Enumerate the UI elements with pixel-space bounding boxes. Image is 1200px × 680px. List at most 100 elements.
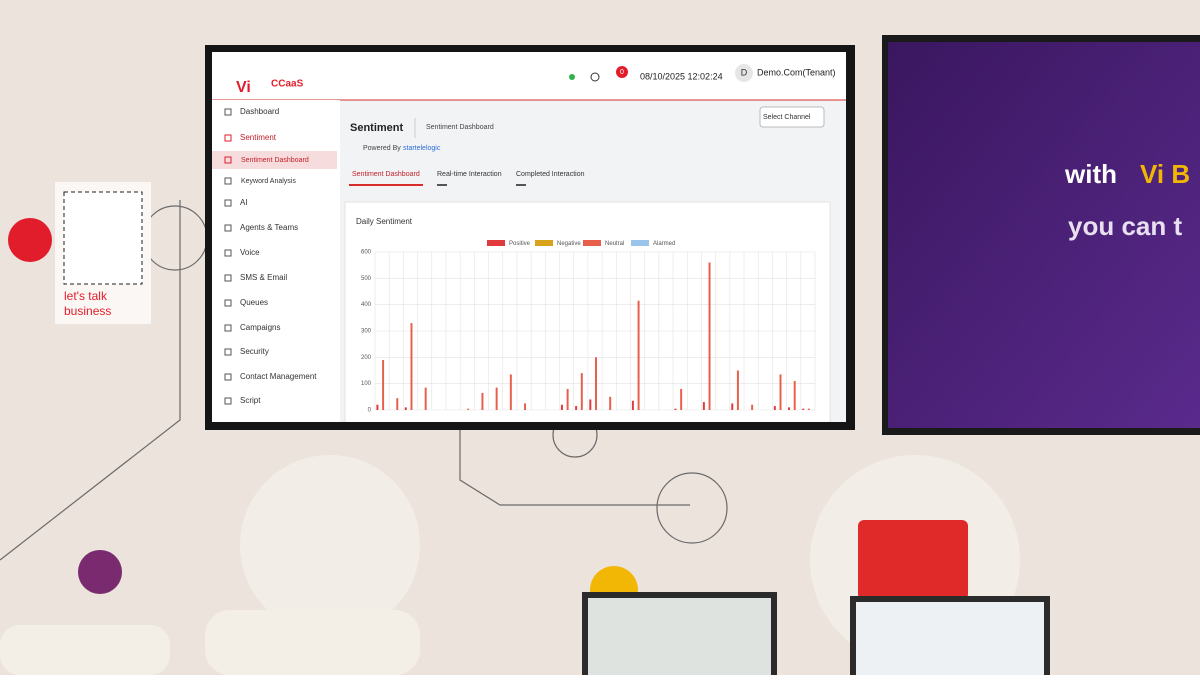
tenant-name[interactable]: Demo.Com(Tenant) [757,67,836,77]
bar [495,387,498,410]
bar [807,408,810,410]
tab[interactable]: Completed Interaction [516,171,585,178]
sidebar-item[interactable]: AI [240,198,248,207]
bar [736,370,739,410]
tab-underline [349,184,423,186]
help-icon[interactable] [590,72,600,82]
legend-label[interactable]: Alarmed [653,241,675,247]
bar [802,408,805,410]
legend-swatch[interactable] [535,240,553,246]
sidebar-item[interactable]: Queues [240,298,268,307]
sidebar-item[interactable]: Dashboard [240,107,279,116]
bar [396,398,399,410]
sidebar-item[interactable]: Voice [240,248,260,257]
bar [382,359,385,410]
poster-line: let's talk [64,289,108,303]
display-text: with [1064,159,1117,189]
bar [793,381,796,410]
bar [404,407,407,410]
sidebar-icon [224,397,232,405]
chair [205,610,420,675]
legend-swatch[interactable] [631,240,649,246]
chart-title: Daily Sentiment [356,217,413,226]
sidebar-item[interactable]: Script [240,396,261,405]
y-tick-label: 0 [368,408,372,414]
bar [589,399,592,410]
display-text: you can t [1068,211,1182,241]
y-tick-label: 300 [361,329,372,335]
sidebar-item[interactable]: Contact Management [240,372,317,381]
bar [595,357,597,410]
legend-label[interactable]: Positive [509,241,531,247]
logo: Vi [236,79,251,96]
laptop-screen [588,598,771,675]
bar [481,392,484,410]
status-icon [569,74,575,80]
dot [78,550,122,594]
tab[interactable]: Sentiment Dashboard [352,171,420,178]
bar [788,407,791,410]
bar [575,406,578,410]
laptop-screen [856,602,1044,675]
bar [773,406,776,410]
bar [751,404,754,410]
poster-line: business [64,304,111,318]
sidebar-active [212,151,337,169]
tab-underline [437,184,447,186]
sidebar-icon [224,348,232,356]
legend-label[interactable]: Neutral [605,241,624,247]
sidebar-item[interactable]: Security [240,347,269,356]
breadcrumb: Sentiment Dashboard [426,124,494,131]
legend-swatch[interactable] [487,240,505,246]
y-tick-label: 100 [361,381,372,387]
legend-label[interactable]: Negative [557,241,581,247]
sidebar-item[interactable]: Keyword Analysis [241,178,296,185]
y-tick-label: 200 [361,355,372,361]
bar [410,323,413,410]
sidebar-item[interactable]: Agents & Teams [240,223,298,232]
chart-card [344,201,831,422]
sidebar-icon [224,324,232,332]
sidebar-item[interactable]: Sentiment [240,133,277,142]
channel-select-label[interactable]: Select Channel [763,114,811,121]
display-screen [888,42,1200,428]
bar [674,408,677,410]
product-name: CCaaS [271,79,304,90]
sidebar-icon [224,299,232,307]
page-title: Sentiment [350,122,404,134]
bar [631,400,634,410]
bar [566,388,569,410]
ai-chip [858,520,968,600]
bar [779,374,782,410]
bar [708,262,711,410]
tab[interactable]: Real-time Interaction [437,171,502,178]
sidebar-item[interactable]: Sentiment Dashboard [241,157,309,164]
y-tick-label: 600 [361,250,372,256]
avatar[interactable] [735,64,753,82]
brain-disc [240,455,420,635]
sidebar-icon [224,134,232,142]
sidebar-item[interactable]: Campaigns [240,323,280,332]
sidebar-icon [224,224,232,232]
y-tick-label: 500 [361,276,372,282]
bar [609,396,612,410]
bar [424,387,427,410]
y-tick-label: 400 [361,302,372,308]
sidebar-item[interactable]: SMS & Email [240,273,287,282]
bar [376,404,379,410]
bar [702,402,705,410]
datetime: 08/10/2025 12:02:24 [640,71,723,81]
sidebar-icon [224,249,232,257]
vendor: startelelogic [403,145,441,152]
notification-badge[interactable] [616,66,628,78]
bar [467,408,470,410]
sidebar-icon [224,156,232,164]
powered-by: Powered By [363,145,401,152]
legend-swatch[interactable] [583,240,601,246]
sidebar-icon [224,199,232,207]
bar [580,373,583,410]
notification-count: 0 [620,69,624,76]
channel-select[interactable] [759,106,825,128]
dashboard: Vi CCaaS 0 08/10/2025 12:02:24 D Demo.Com(Ten… [212,52,846,422]
